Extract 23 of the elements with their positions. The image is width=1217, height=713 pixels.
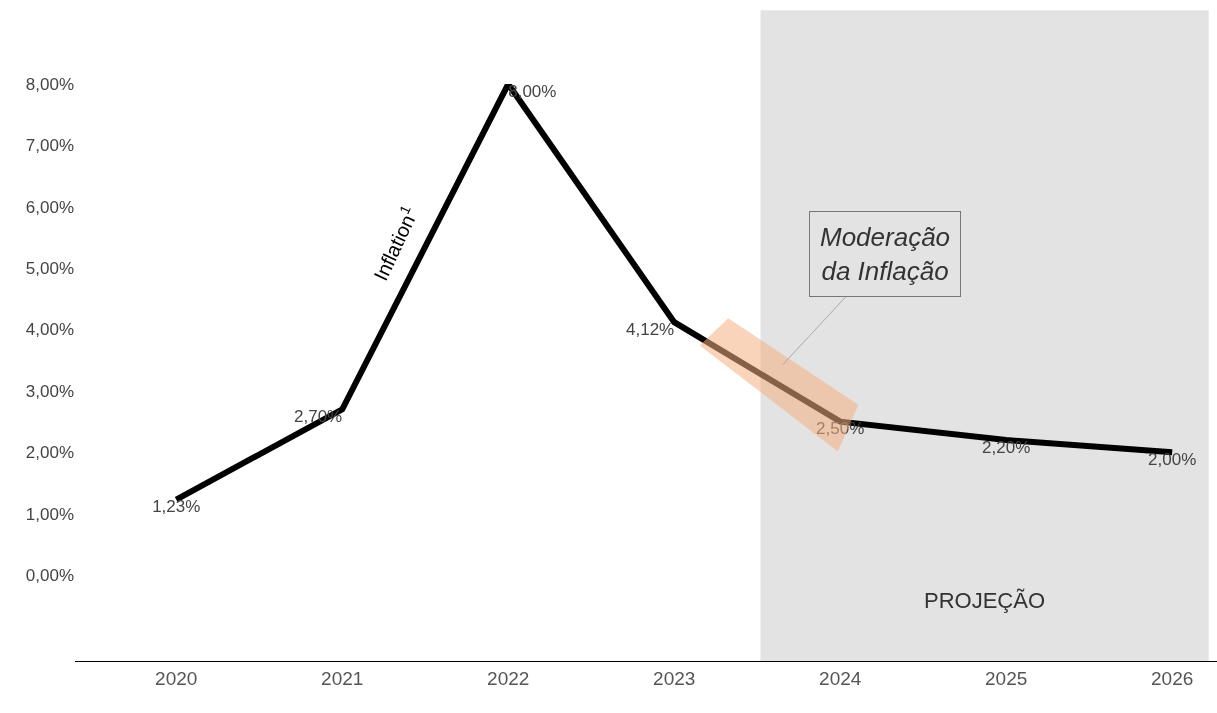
data-label: 2,50%: [816, 419, 865, 439]
y-tick-label: 2,00%: [25, 443, 74, 463]
y-tick-label: 1,00%: [25, 504, 74, 524]
data-label: 1,23%: [152, 497, 201, 517]
data-label: 4,12%: [626, 319, 675, 339]
x-tick-label: 2025: [985, 667, 1028, 689]
y-tick-label: 7,00%: [25, 136, 74, 156]
y-tick-label: 6,00%: [25, 197, 74, 217]
band-label: PROJEÇÃO: [924, 588, 1046, 613]
y-tick-label: 8,00%: [25, 74, 74, 94]
x-tick-label: 2021: [321, 667, 364, 689]
x-tick-label: 2026: [1151, 667, 1194, 689]
y-tick-label: 3,00%: [25, 381, 74, 401]
y-tick-label: 0,00%: [25, 566, 74, 586]
annotation: Moderação da Inflação: [820, 222, 951, 286]
data-label: 2,00%: [1148, 450, 1197, 470]
x-tick-label: 2023: [653, 667, 696, 689]
x-tick-label: 2020: [155, 667, 198, 689]
data-label: 2,20%: [982, 437, 1031, 457]
x-tick-label: 2024: [819, 667, 862, 689]
y-tick-label: 5,00%: [25, 259, 74, 279]
y-tick-label: 4,00%: [25, 320, 74, 340]
x-tick-label: 2022: [487, 667, 530, 689]
